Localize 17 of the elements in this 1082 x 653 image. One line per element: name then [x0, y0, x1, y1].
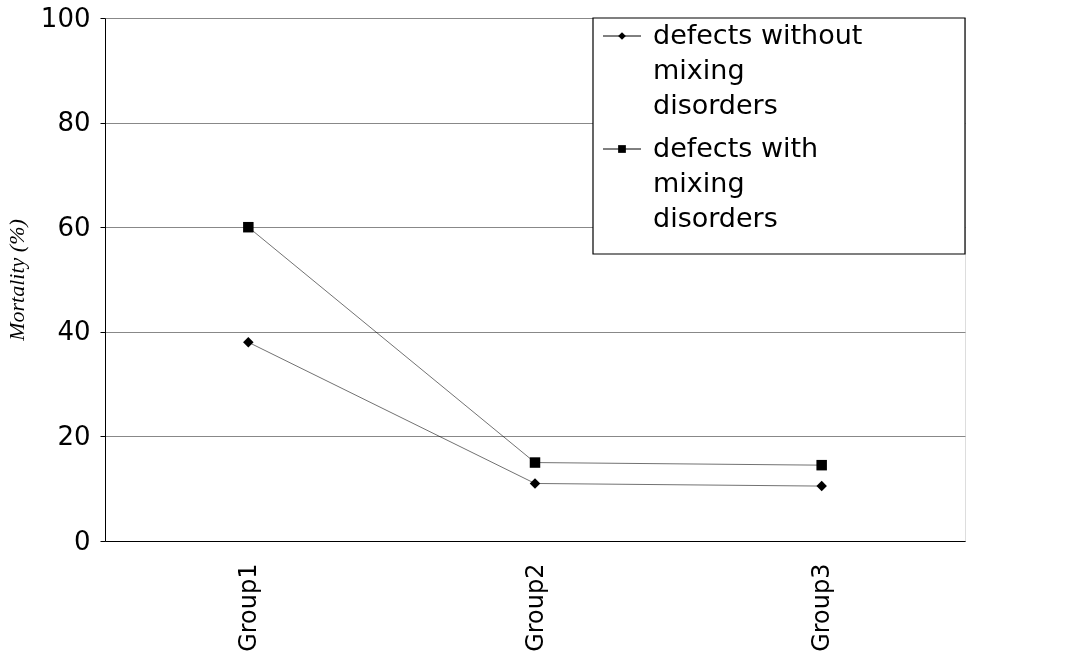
- y-tick-label: 0: [73, 525, 91, 556]
- y-tick-label: 100: [40, 2, 91, 33]
- point: [243, 337, 254, 348]
- x-tick-label: Group1: [233, 563, 262, 652]
- point: [529, 457, 541, 468]
- point: [243, 221, 254, 233]
- y-tick-label: 60: [57, 211, 91, 242]
- point: [816, 459, 827, 471]
- y-tick-label: 40: [57, 316, 91, 347]
- point: [529, 478, 541, 489]
- y-axis-title: Mortality (%): [3, 219, 29, 342]
- point: [816, 480, 827, 492]
- y-tick-label: 80: [57, 107, 91, 138]
- x-tick-label: Group3: [807, 563, 836, 652]
- y-tick-label: 20: [57, 420, 91, 451]
- legend-label: defects with mixing disorders: [653, 132, 819, 233]
- x-tick-label: Group2: [520, 563, 549, 652]
